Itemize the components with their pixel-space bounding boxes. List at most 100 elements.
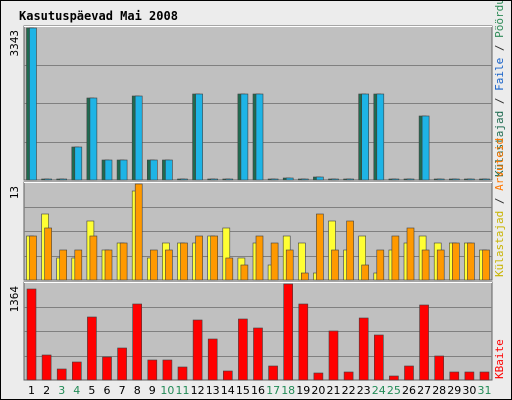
chart-panels: 3343 13 1364 — [8, 25, 493, 381]
bar-middle-arvuteid-day-6 — [104, 249, 113, 281]
x-tick-label-day-8: 8 — [134, 384, 141, 397]
bar-bottom-kbaite-day-10 — [162, 359, 173, 381]
bar-top-faile-day-1 — [29, 27, 37, 181]
bar-middle-arvuteid-day-22 — [346, 220, 354, 281]
y-max-label-top: 3343 — [8, 30, 21, 57]
x-tick-label-day-12: 12 — [191, 384, 205, 397]
bar-middle-arvuteid-day-17 — [270, 242, 279, 281]
x-tick-labels: 1 2 3 4 5 6 7 8 9 10 11 12 13 14 15 16 17 18 19 20 21 22 23 24 2… — [28, 384, 492, 397]
bar-bottom-kbaite-day-3 — [56, 368, 67, 381]
bar-bottom-kbaite-day-5 — [87, 316, 97, 381]
bar-bottom-kbaite-day-21 — [328, 330, 339, 381]
bar-top-faile-day-13 — [210, 178, 218, 181]
bar-top-faile-day-22 — [346, 178, 354, 181]
bar-middle-arvuteid-day-5 — [89, 235, 98, 281]
bar-top-faile-day-31 — [482, 178, 490, 181]
x-tick-label-day-30: 30 — [462, 384, 476, 397]
bar-top-faile-day-24 — [376, 93, 385, 181]
legend-separator: / — [493, 191, 506, 211]
bar-middle-arvuteid-day-24 — [376, 249, 385, 281]
bar-middle-arvuteid-day-4 — [74, 249, 83, 281]
x-tick-label-day-31: 31 — [478, 384, 492, 397]
bar-bottom-kbaite-day-4 — [72, 361, 82, 381]
bar-top-faile-day-17 — [270, 178, 279, 181]
bar-top-faile-day-15 — [240, 93, 249, 181]
bar-bottom-kbaite-day-25 — [389, 375, 399, 381]
bar-middle-arvuteid-day-14 — [225, 257, 234, 281]
bar-top-faile-day-27 — [421, 115, 430, 181]
bar-middle-arvuteid-day-7 — [119, 242, 128, 281]
bar-bottom-kbaite-day-30 — [464, 371, 475, 381]
legend-entry-faile: Faile — [493, 58, 506, 91]
x-tick-label-day-14: 14 — [221, 384, 235, 397]
bar-middle-arvuteid-day-16 — [255, 235, 264, 281]
bar-middle-arvuteid-day-18 — [285, 249, 294, 281]
bar-top-faile-day-18 — [285, 177, 294, 181]
x-tick-label-day-6: 6 — [104, 384, 111, 397]
bar-top-faile-day-30 — [467, 178, 475, 181]
bar-top-faile-day-11 — [180, 178, 188, 181]
bar-top-faile-day-20 — [316, 176, 324, 181]
y-max-label-bottom: 1364 — [8, 286, 21, 313]
bar-middle-arvuteid-day-31 — [482, 249, 490, 281]
x-tick-label-day-26: 26 — [402, 384, 416, 397]
bar-middle-arvuteid-day-26 — [406, 227, 415, 281]
x-tick-label-day-5: 5 — [88, 384, 95, 397]
legend-top: Külastajad / Faile / Pöördumisi — [493, 1, 506, 177]
bar-bottom-kbaite-day-13 — [207, 338, 218, 381]
panel-middle: 13 — [8, 181, 493, 281]
x-tick-label-day-19: 19 — [296, 384, 310, 397]
x-tick-label-day-10: 10 — [160, 384, 174, 397]
x-tick-label-day-28: 28 — [432, 384, 446, 397]
bar-bottom-kbaite-day-9 — [147, 359, 158, 381]
bar-middle-arvuteid-day-29 — [451, 242, 460, 281]
bar-middle-arvuteid-day-19 — [300, 272, 309, 281]
x-tick-label-day-23: 23 — [357, 384, 371, 397]
bar-middle-arvuteid-day-11 — [180, 242, 188, 281]
bar-top-faile-day-3 — [59, 178, 68, 181]
x-tick-label-day-16: 16 — [251, 384, 265, 397]
bar-top-faile-day-9 — [150, 159, 158, 181]
legend-separator: / — [493, 38, 506, 58]
x-tick-label-day-15: 15 — [236, 384, 250, 397]
bar-bottom-kbaite-day-31 — [479, 371, 490, 381]
bar-middle-arvuteid-day-9 — [150, 249, 158, 281]
bar-bottom-kbaite-day-8 — [132, 303, 142, 381]
x-tick-label-day-3: 3 — [58, 384, 65, 397]
x-tick-label-day-7: 7 — [119, 384, 126, 397]
bar-top-faile-day-19 — [300, 178, 309, 181]
bar-middle-arvuteid-day-10 — [165, 249, 173, 281]
bar-bottom-kbaite-day-2 — [41, 354, 52, 381]
bar-middle-arvuteid-day-28 — [436, 249, 445, 281]
legend-entry-kulastajad: Külastajad — [493, 211, 506, 277]
x-tick-label-day-11: 11 — [176, 384, 190, 397]
legend-separator: / — [493, 91, 506, 111]
series-legend: Külastajad / Faile / PöördumisiKülastaja… — [493, 1, 506, 379]
x-tick-label-day-22: 22 — [342, 384, 356, 397]
x-tick-label-day-21: 21 — [327, 384, 341, 397]
panel-top: 3343 — [8, 25, 493, 181]
bar-bottom-kbaite-day-19 — [298, 303, 309, 381]
x-tick-label-day-24: 24 — [372, 384, 386, 397]
x-tick-label-day-29: 29 — [447, 384, 461, 397]
bar-top-faile-day-6 — [104, 159, 113, 181]
x-tick-label-day-18: 18 — [281, 384, 295, 397]
y-max-label-middle: 13 — [8, 186, 21, 199]
x-tick-label-day-1: 1 — [28, 384, 35, 397]
x-tick-label-day-13: 13 — [206, 384, 220, 397]
bar-middle-arvuteid-day-27 — [421, 249, 430, 281]
bar-top-faile-day-7 — [119, 159, 128, 181]
bar-middle-arvuteid-day-12 — [195, 235, 203, 281]
bar-top-faile-day-25 — [391, 178, 400, 181]
x-tick-label-day-2: 2 — [43, 384, 50, 397]
bar-bottom-kbaite-day-26 — [404, 365, 414, 381]
bar-top-faile-day-14 — [225, 178, 234, 181]
chart-title: Kasutuspäevad Mai 2008 — [19, 9, 178, 23]
bar-top-faile-day-16 — [255, 93, 264, 181]
legend-entry-poordumisi: Pöördumisi — [493, 1, 506, 38]
bar-bottom-kbaite-day-22 — [343, 371, 354, 381]
legend-entry-arvuteid: Arvuteid — [493, 138, 506, 191]
bar-top-faile-day-26 — [406, 178, 415, 181]
